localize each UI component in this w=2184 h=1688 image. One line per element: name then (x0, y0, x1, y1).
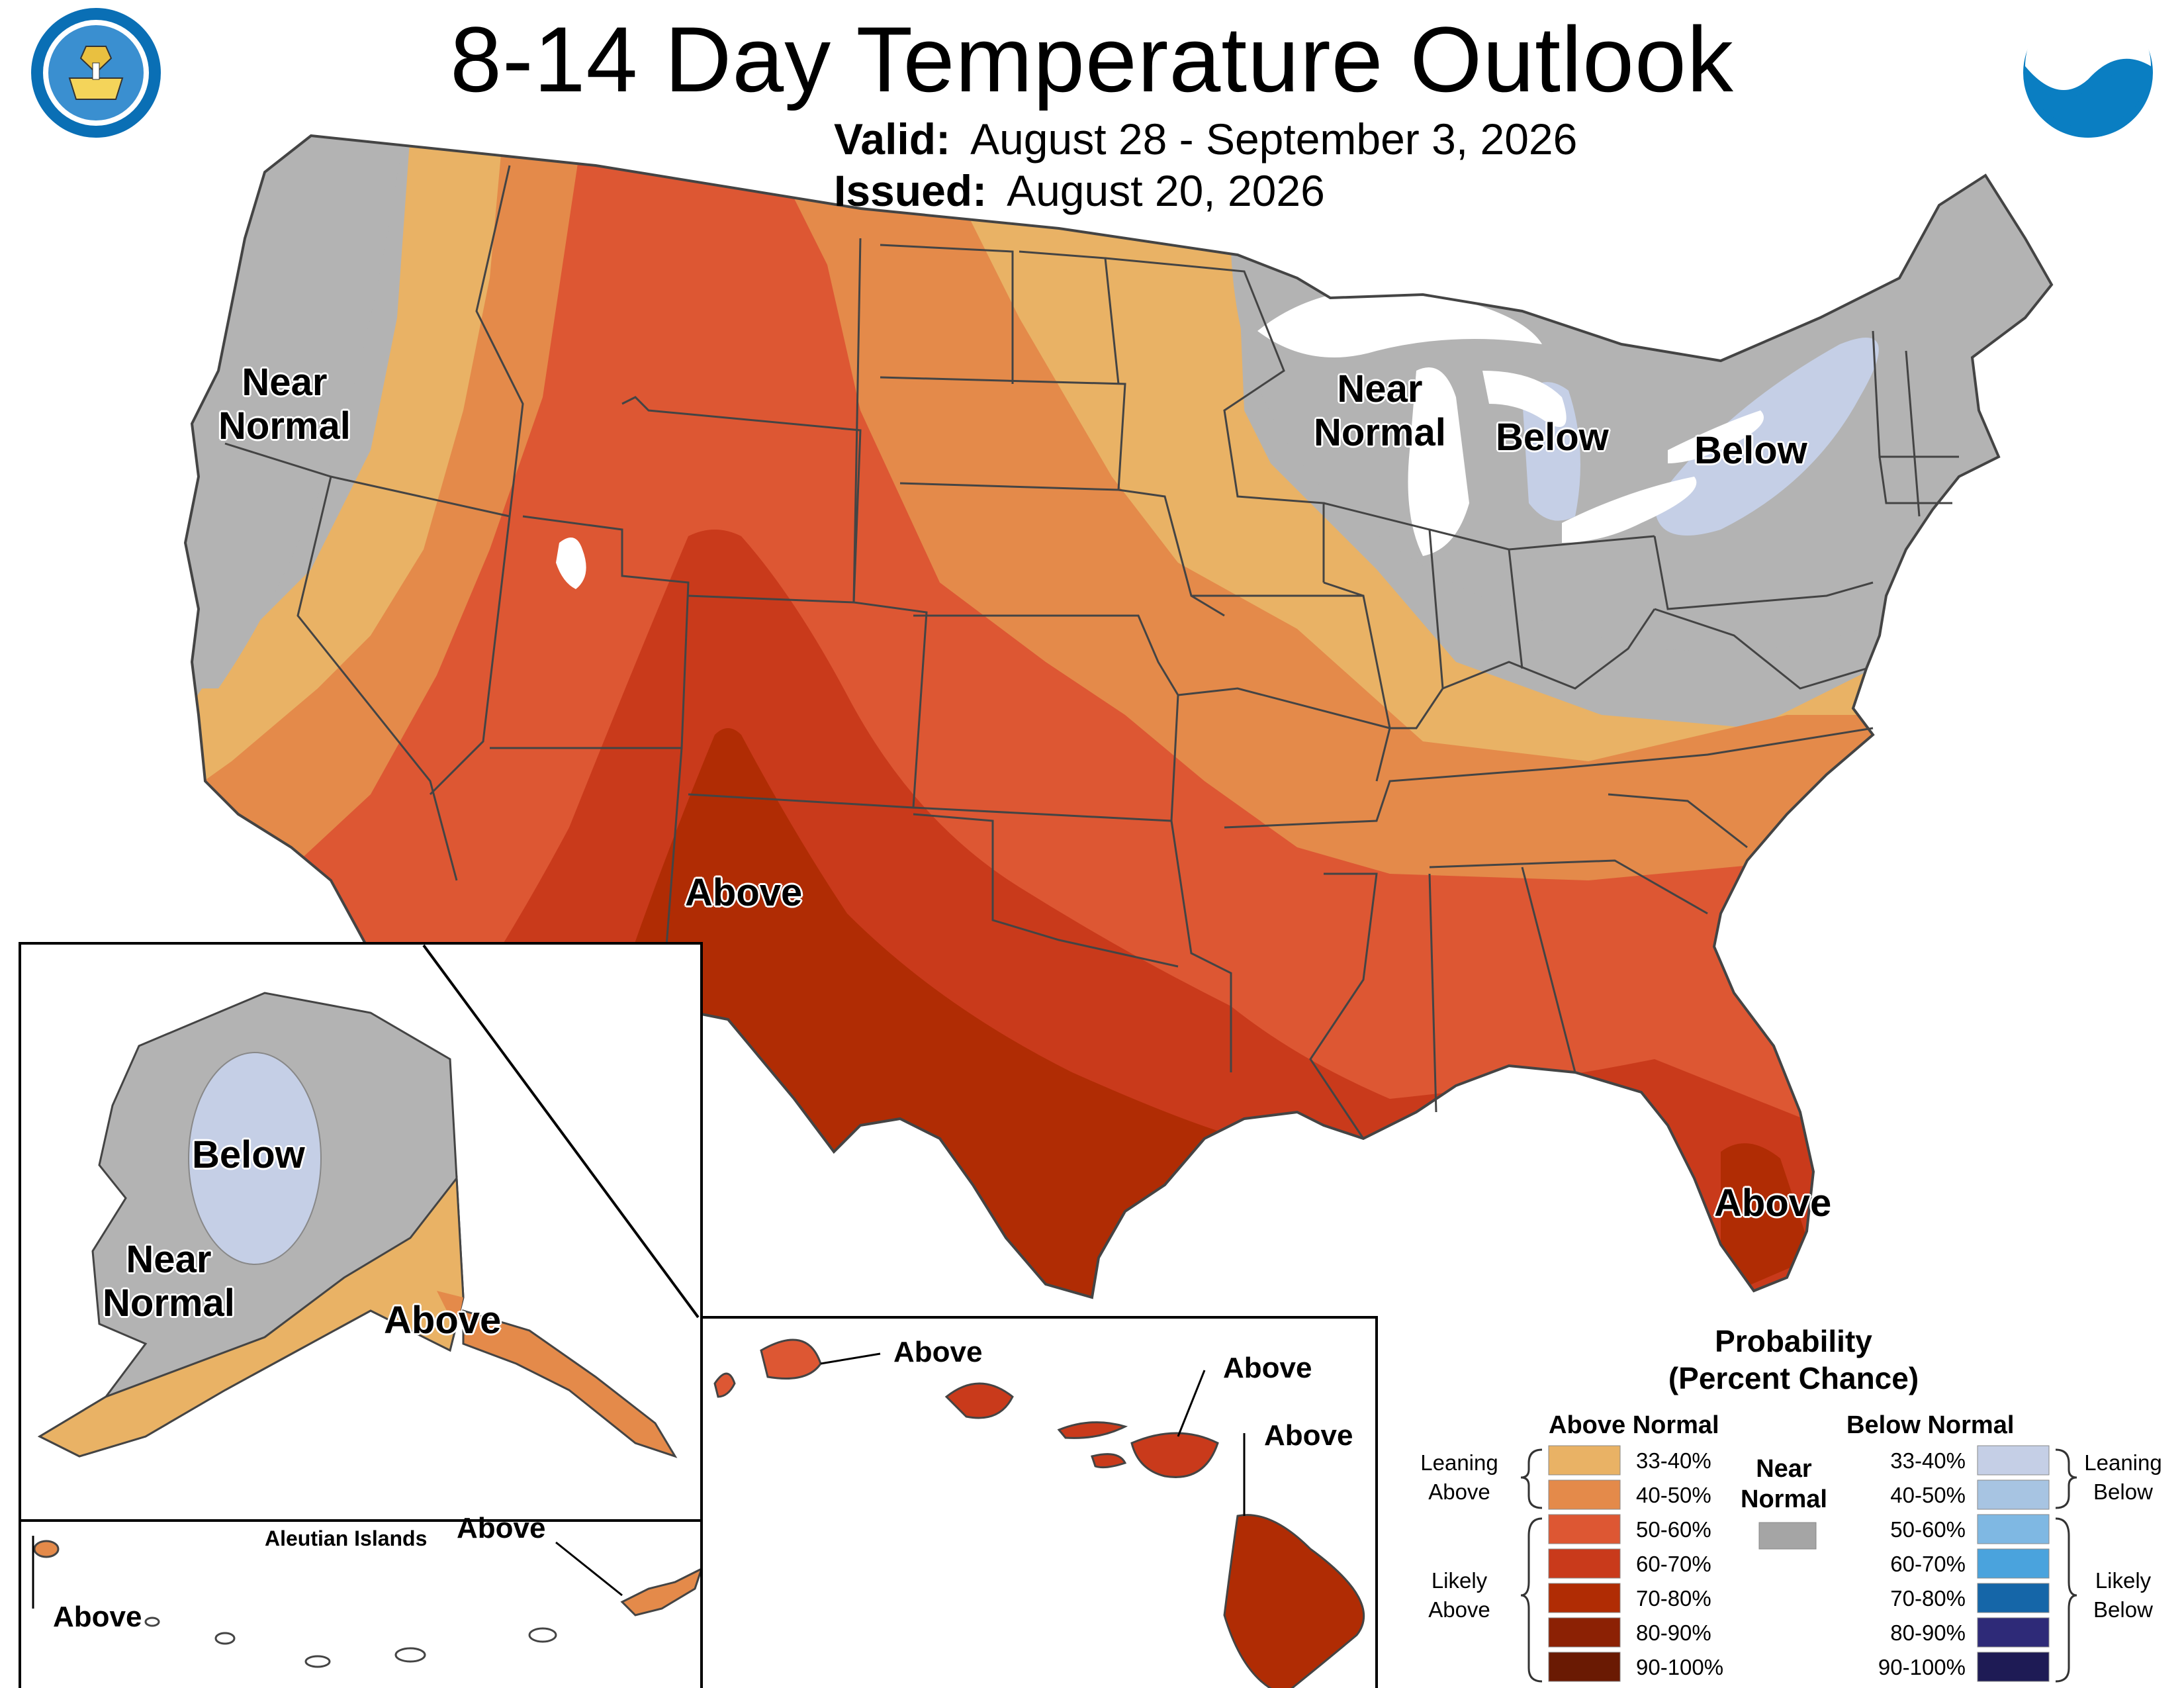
alaska-below-label: Below (192, 1133, 305, 1176)
legend-below-header: Below Normal (1846, 1411, 2015, 1439)
page-title: 8-14 Day Temperature Outlook (450, 7, 1734, 111)
valid-value: August 28 - September 3, 2026 (970, 115, 1578, 164)
issued-value: August 20, 2026 (1007, 166, 1325, 215)
legend-above-range-3: 50-60% (1636, 1517, 1711, 1542)
alaska-shape (37, 992, 678, 1458)
legend-near-header: Near Normal (1741, 1455, 1827, 1513)
ny-below-label: Below (1694, 429, 1807, 472)
aleutian-islands (33, 1540, 704, 1668)
great-lakes-near-normal-label: Near Normal (1314, 367, 1446, 454)
legend-swatches (1548, 1445, 2050, 1682)
legend-above-range-7: 90-100% (1636, 1655, 1724, 1679)
legend-below-range-2: 40-50% (1890, 1483, 1966, 1507)
legend-above-range-2: 40-50% (1636, 1483, 1711, 1507)
legend-below-range-5: 70-80% (1890, 1586, 1966, 1611)
aleutian-inset-frame (19, 1519, 703, 1688)
hawaii-leaders (820, 1352, 1246, 1516)
legend-likely-below: Likely Below (2093, 1568, 2153, 1622)
legend-title: Probability (Percent Chance) (1668, 1324, 1919, 1395)
legend-above-range-1: 33-40% (1636, 1448, 1711, 1473)
hawaii-maui-above-label: Above (1223, 1352, 1312, 1384)
alaska-above-label: Above (384, 1299, 502, 1342)
legend-below-range-6: 80-90% (1890, 1620, 1966, 1645)
conus-outline (183, 134, 2054, 1299)
legend-below-range-7: 90-100% (1878, 1655, 1966, 1679)
aleutian-islands-title: Aleutian Islands (265, 1526, 428, 1550)
hawaii-big-island-above-label: Above (1264, 1419, 1353, 1452)
west-near-normal-label: Near Normal (218, 361, 351, 447)
issued-label: Issued: (834, 166, 987, 215)
legend-below-range-1: 33-40% (1890, 1448, 1966, 1473)
aleutian-above-left-label: Above (53, 1601, 142, 1633)
state-borders (224, 165, 1959, 1139)
legend-likely-above: Likely Above (1428, 1568, 1490, 1622)
southwest-above-label: Above (685, 871, 803, 914)
alaska-near-normal-label: Near Normal (103, 1238, 235, 1325)
legend-below-range-4: 60-70% (1890, 1552, 1966, 1576)
aleutian-above-right-label: Above (457, 1512, 546, 1544)
issued-line: Issued: August 20, 2026 (834, 165, 1325, 216)
michigan-below-label: Below (1496, 416, 1609, 459)
valid-label: Valid: (834, 115, 951, 164)
legend-below-range-3: 50-60% (1890, 1517, 1966, 1542)
legend-above-header: Above Normal (1549, 1411, 1719, 1439)
legend-above-range-4: 60-70% (1636, 1552, 1711, 1576)
hawaii-kauai-above-label: Above (893, 1336, 983, 1368)
florida-above-label: Above (1714, 1182, 1832, 1225)
legend-leaning-below: Leaning Below (2084, 1450, 2162, 1504)
valid-line: Valid: August 28 - September 3, 2026 (834, 114, 1577, 164)
legend-above-range-6: 80-90% (1636, 1620, 1711, 1645)
hawaii-islands (713, 1338, 1365, 1688)
commerce-seal-icon (31, 8, 161, 138)
legend-above-range-5: 70-80% (1636, 1586, 1711, 1611)
noaa-logo-icon (2023, 3, 2153, 138)
legend-braces (1520, 1448, 2077, 1683)
legend-leaning-above: Leaning Above (1420, 1450, 1498, 1504)
